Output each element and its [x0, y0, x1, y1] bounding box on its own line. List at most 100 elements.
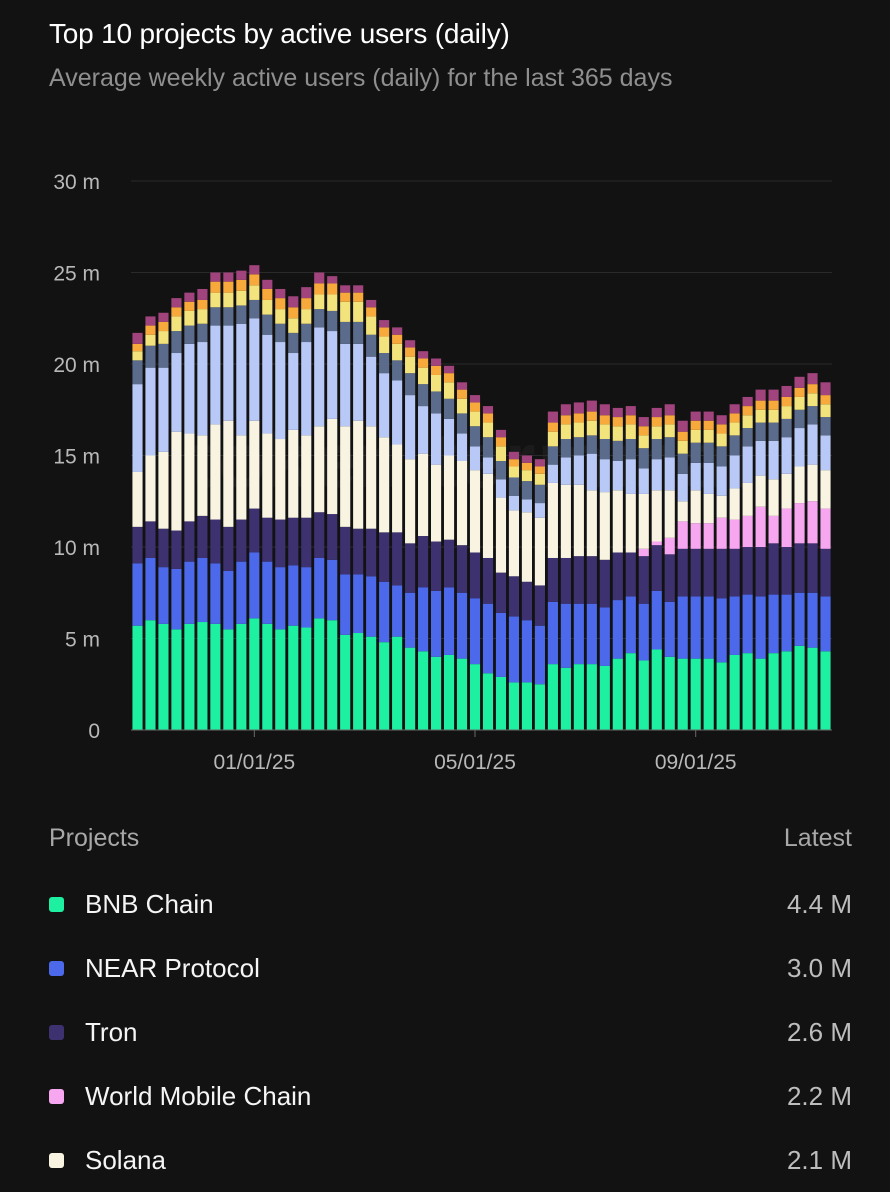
bar-segment[interactable]: [625, 459, 636, 494]
bar-segment[interactable]: [145, 521, 156, 558]
bar-segment[interactable]: [768, 389, 779, 401]
bar-segment[interactable]: [651, 490, 662, 542]
bar-segment[interactable]: [456, 545, 468, 593]
bar-segment[interactable]: [508, 510, 520, 577]
bar-segment[interactable]: [379, 336, 390, 354]
bar-segment[interactable]: [171, 353, 182, 432]
bar-segment[interactable]: [560, 484, 571, 558]
bar-segment[interactable]: [482, 557, 494, 604]
bar-segment[interactable]: [262, 561, 273, 624]
bar-segment[interactable]: [158, 321, 169, 332]
bar-segment[interactable]: [534, 684, 545, 730]
bar-segment[interactable]: [353, 301, 364, 322]
bar-segment[interactable]: [677, 521, 688, 549]
bar-segment[interactable]: [586, 420, 597, 436]
bar-segment[interactable]: [820, 435, 831, 471]
bar-segment[interactable]: [456, 592, 468, 659]
bar-segment[interactable]: [418, 651, 429, 730]
bar-segment[interactable]: [392, 360, 403, 381]
bar-segment[interactable]: [275, 298, 286, 310]
bar-segment[interactable]: [392, 334, 403, 344]
bar-segment[interactable]: [171, 431, 182, 531]
bar-segment[interactable]: [573, 413, 584, 423]
bar-segment[interactable]: [638, 448, 649, 469]
bar-segment[interactable]: [781, 418, 792, 438]
bar-segment[interactable]: [638, 417, 649, 427]
bar-segment[interactable]: [573, 603, 584, 665]
bar-segment[interactable]: [794, 645, 805, 730]
bar-segment[interactable]: [703, 523, 714, 549]
bar-segment[interactable]: [431, 374, 442, 392]
bar-segment[interactable]: [314, 327, 325, 427]
bar-segment[interactable]: [379, 437, 390, 533]
bar-segment[interactable]: [807, 406, 818, 425]
bar-segment[interactable]: [340, 526, 351, 575]
bar-segment[interactable]: [197, 435, 208, 516]
bar-segment[interactable]: [820, 470, 831, 509]
bar-segment[interactable]: [729, 519, 740, 549]
bar-segment[interactable]: [275, 567, 286, 630]
bar-segment[interactable]: [469, 446, 481, 471]
bar-segment[interactable]: [366, 576, 377, 637]
bar-segment[interactable]: [340, 574, 351, 635]
bar-segment[interactable]: [573, 402, 584, 414]
bar-segment[interactable]: [210, 623, 221, 730]
bar-segment[interactable]: [625, 415, 636, 425]
bar-segment[interactable]: [158, 312, 169, 322]
bar-segment[interactable]: [366, 316, 377, 335]
bar-segment[interactable]: [547, 557, 558, 602]
bar-segment[interactable]: [599, 665, 610, 730]
bar-segment[interactable]: [755, 389, 766, 401]
bar-segment[interactable]: [690, 442, 701, 463]
bar-segment[interactable]: [405, 373, 416, 396]
bar-segment[interactable]: [392, 327, 403, 335]
bar-segment[interactable]: [236, 323, 247, 436]
bar-segment[interactable]: [651, 417, 662, 427]
bar-segment[interactable]: [249, 318, 260, 421]
bar-segment[interactable]: [418, 406, 429, 454]
bar-segment[interactable]: [638, 468, 649, 494]
bar-segment[interactable]: [340, 634, 351, 730]
bar-segment[interactable]: [521, 499, 532, 513]
bar-segment[interactable]: [184, 343, 195, 434]
bar-segment[interactable]: [625, 552, 636, 597]
bar-segment[interactable]: [547, 464, 558, 483]
bar-segment[interactable]: [223, 629, 234, 730]
bar-segment[interactable]: [301, 435, 312, 518]
bar-segment[interactable]: [703, 596, 714, 659]
bar-segment[interactable]: [560, 457, 571, 485]
bar-segment[interactable]: [664, 656, 675, 730]
bar-segment[interactable]: [353, 343, 364, 421]
bar-segment[interactable]: [716, 495, 727, 518]
bar-segment[interactable]: [145, 345, 156, 368]
bar-segment[interactable]: [599, 492, 610, 560]
bar-segment[interactable]: [703, 429, 714, 443]
bar-segment[interactable]: [651, 426, 662, 440]
bar-segment[interactable]: [781, 385, 792, 397]
bar-segment[interactable]: [599, 607, 610, 666]
bar-segment[interactable]: [262, 433, 273, 518]
bar-segment[interactable]: [184, 292, 195, 302]
legend-row-tron[interactable]: Tron 2.6 M: [49, 1000, 852, 1064]
bar-segment[interactable]: [729, 548, 740, 597]
bar-segment[interactable]: [508, 477, 520, 496]
bar-segment[interactable]: [807, 464, 818, 502]
bar-segment[interactable]: [599, 459, 610, 493]
bar-segment[interactable]: [716, 548, 727, 599]
bar-segment[interactable]: [768, 543, 779, 595]
bar-segment[interactable]: [158, 528, 169, 568]
bar-segment[interactable]: [534, 459, 545, 467]
bar-segment[interactable]: [599, 559, 610, 608]
bar-segment[interactable]: [716, 446, 727, 467]
bar-segment[interactable]: [625, 596, 636, 654]
bar-segment[interactable]: [664, 490, 675, 538]
bar-segment[interactable]: [431, 413, 442, 465]
bar-segment[interactable]: [664, 415, 675, 425]
bar-segment[interactable]: [781, 594, 792, 652]
bar-segment[interactable]: [184, 623, 195, 730]
bar-segment[interactable]: [495, 497, 507, 573]
bar-segment[interactable]: [690, 490, 701, 524]
bar-segment[interactable]: [469, 395, 481, 403]
bar-segment[interactable]: [418, 453, 429, 537]
bar-segment[interactable]: [353, 574, 364, 634]
